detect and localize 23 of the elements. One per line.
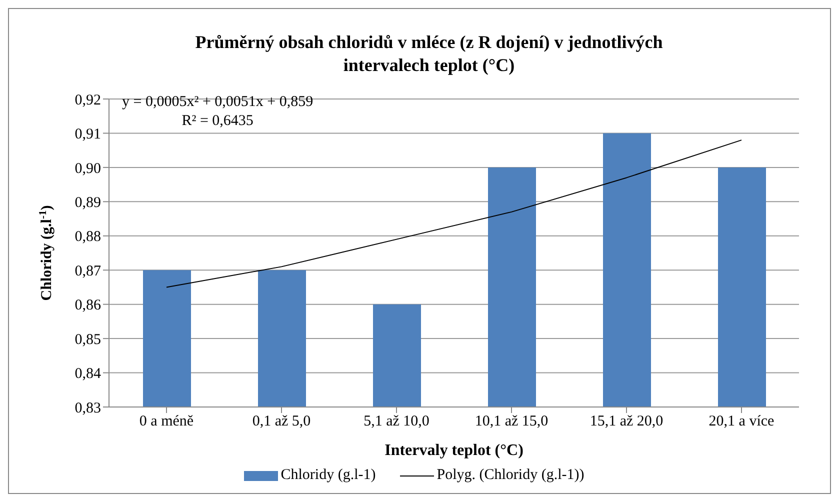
x-tick-label: 5,1 až 10,0 [364,414,430,430]
y-tick-label: 0,90 [74,160,101,177]
x-tick-label: 20,1 a více [708,414,775,430]
x-tick-label: 15,1 až 20,0 [590,414,664,430]
annotation: R² = 0,6435 [180,112,254,131]
x-axis-title: Intervaly teplot (°C) [384,442,524,459]
x-tick-label: 10,1 až 15,0 [474,414,548,430]
x-tick-label: 0 a méně [139,414,194,430]
legend-label: Polyg. (Chloridy (g.l-1)) [436,467,584,484]
x-tick-label: 0,1 až 5,0 [252,414,311,430]
y-tick-label: 0,91 [74,126,101,143]
annotation: y = 0,0005x² + 0,0051x + 0,859 [122,93,314,112]
legend-label: Chloridy (g.l-1) [280,467,376,484]
y-tick-label: 0,87 [74,263,102,280]
y-tick-label: 0,83 [74,400,101,416]
y-tick-label: 0,85 [74,332,101,348]
y-tick-label: 0,88 [74,229,101,246]
chart-title: Průměrný obsah chloridů v mléce (z R dojení) v jednotlivých intervalech teplot (°C) [194,31,664,77]
y-tick-label: 0,86 [74,298,102,314]
y-tick-label: 0,84 [74,366,102,382]
y-tick-label: 0,92 [74,92,101,108]
line-series [166,140,742,288]
y-tick-label: 0,89 [74,194,101,211]
